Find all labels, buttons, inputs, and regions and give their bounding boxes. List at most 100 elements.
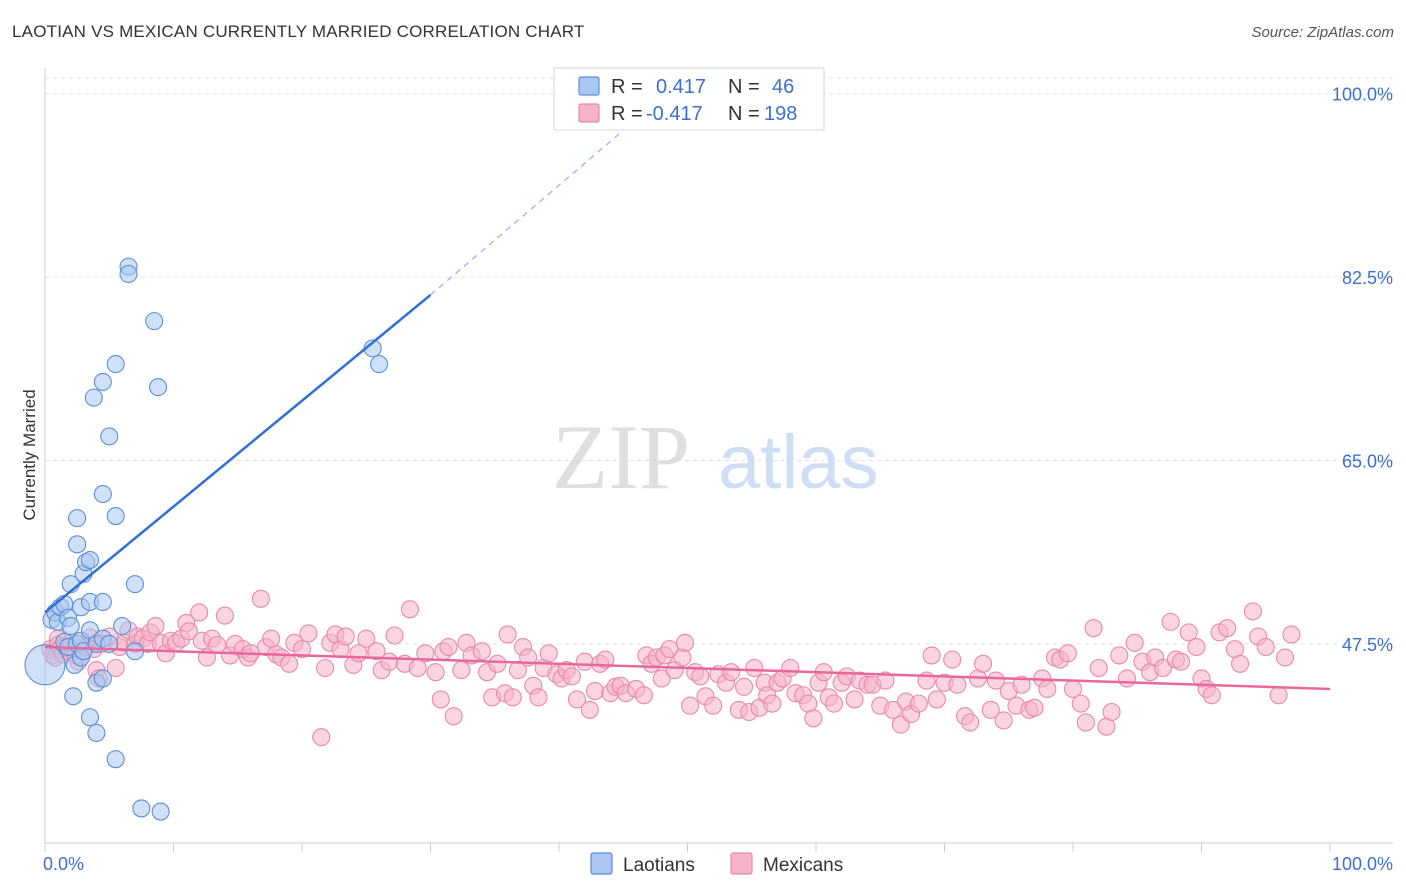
laotians-point bbox=[93, 669, 112, 688]
tick-labels: 47.5% 65.0% 82.5% 100.0% 0.0% 100.0% bbox=[43, 85, 1393, 874]
mexicans-point bbox=[1161, 612, 1180, 631]
mexicans-point bbox=[927, 690, 946, 709]
legend-r-value-pink: -0.417 bbox=[646, 103, 703, 125]
mexicans-point bbox=[681, 696, 700, 715]
mexicans-point bbox=[981, 700, 1000, 719]
mexicans-point bbox=[596, 650, 615, 669]
mexicans-point bbox=[262, 629, 281, 648]
mexicans-point bbox=[1038, 679, 1057, 699]
mexicans-point bbox=[994, 711, 1013, 730]
mexicans-point bbox=[146, 617, 165, 636]
laotians-point bbox=[132, 799, 151, 818]
mexicans-point bbox=[909, 694, 928, 713]
mexicans-point bbox=[503, 688, 522, 707]
legend-r-value-blue: 0.417 bbox=[656, 76, 706, 98]
laotians-point bbox=[61, 617, 80, 636]
mexicans-point bbox=[824, 694, 844, 713]
laotians-point bbox=[125, 575, 144, 594]
mexicans-point bbox=[1269, 686, 1288, 705]
mexicans-point bbox=[367, 642, 386, 661]
mexicans-point bbox=[1058, 644, 1077, 663]
mexicans-point bbox=[1117, 669, 1137, 688]
laotians-trend-line bbox=[44, 293, 432, 614]
bottom-legend: Laotians Mexicans bbox=[590, 852, 843, 876]
mexicans-point bbox=[215, 606, 234, 625]
mexicans-point bbox=[1153, 658, 1172, 678]
mexicans-point bbox=[357, 629, 376, 648]
mexicans-point bbox=[380, 652, 399, 671]
legend-n-label-blue: N = bbox=[728, 76, 760, 98]
mexicans-point bbox=[1282, 625, 1301, 644]
laotians-point bbox=[80, 708, 100, 727]
laotians-point bbox=[145, 312, 164, 331]
bottom-legend-swatch-mexicans bbox=[730, 852, 753, 875]
trend-lines bbox=[44, 129, 1331, 691]
legend-r-label-blue: R = bbox=[611, 76, 643, 98]
mexicans-point bbox=[1187, 637, 1206, 657]
legend-swatch-blue bbox=[578, 76, 600, 96]
chart-source: Source: ZipAtlas.com bbox=[1251, 24, 1394, 41]
laotians-point bbox=[370, 355, 389, 374]
mexicans-point bbox=[336, 627, 355, 646]
mexicans-point bbox=[562, 667, 581, 686]
mexicans-point bbox=[190, 603, 209, 622]
mexicans-point bbox=[781, 658, 800, 678]
mexicans-point bbox=[472, 642, 491, 661]
legend-swatch-pink bbox=[578, 103, 600, 123]
y-axis-label: Currently Married bbox=[20, 389, 39, 520]
mexicans-point bbox=[948, 675, 967, 694]
mexicans-point bbox=[416, 644, 435, 663]
laotians-point bbox=[106, 750, 125, 769]
watermark: ZIP atlas bbox=[552, 406, 879, 508]
mexicans-point bbox=[1275, 648, 1295, 667]
mexicans-point bbox=[845, 690, 864, 709]
y-tick-label-0: 47.5% bbox=[1342, 635, 1393, 655]
mexicans-point bbox=[673, 648, 692, 667]
mexicans-point bbox=[745, 658, 764, 678]
laotians-point bbox=[149, 378, 168, 397]
mexicans-point bbox=[660, 640, 679, 659]
mexicans-point bbox=[251, 589, 270, 608]
mexicans-point bbox=[1076, 713, 1095, 732]
mexicans-point bbox=[1125, 633, 1144, 652]
mexicans-point bbox=[1256, 637, 1275, 657]
mexicans-point bbox=[804, 709, 823, 728]
bottom-legend-swatch-laotians bbox=[590, 852, 613, 875]
mexicans-point bbox=[280, 654, 299, 673]
laotians-point bbox=[113, 617, 132, 636]
watermark-zip: ZIP bbox=[552, 406, 690, 508]
mexicans-point bbox=[444, 707, 463, 726]
mexicans-point bbox=[763, 694, 782, 713]
mexicans-trend-line bbox=[44, 645, 1331, 691]
mexicans-point bbox=[575, 652, 594, 671]
laotians-point bbox=[84, 388, 103, 407]
mexicans-point bbox=[312, 728, 331, 747]
y-tick-label-3: 100.0% bbox=[1332, 85, 1393, 105]
mexicans-point bbox=[498, 625, 517, 644]
laotians-point bbox=[87, 723, 106, 743]
x-tick-label-1: 100.0% bbox=[1332, 854, 1393, 874]
legend-n-value-blue: 46 bbox=[772, 76, 794, 98]
mexicans-point bbox=[452, 661, 471, 680]
laotians-point bbox=[106, 355, 125, 374]
mexicans-point bbox=[652, 669, 671, 688]
laotians-point bbox=[68, 509, 87, 528]
legend-n-label-pink: N = bbox=[728, 103, 760, 125]
mexicans-point bbox=[1084, 619, 1103, 638]
mexicans-point bbox=[876, 671, 895, 690]
mexicans-point bbox=[1179, 623, 1198, 642]
mexicans-point bbox=[634, 686, 653, 705]
laotians-point bbox=[100, 427, 119, 446]
bottom-legend-mexicans: Mexicans bbox=[763, 855, 843, 876]
laotians-point bbox=[68, 535, 87, 554]
mexicans-point bbox=[385, 626, 404, 645]
chart-title: LAOTIAN VS MEXICAN CURRENTLY MARRIED COR… bbox=[12, 22, 585, 41]
mexicans-point bbox=[567, 690, 587, 709]
mexicans-point bbox=[1102, 702, 1121, 722]
mexicans-point bbox=[1012, 675, 1031, 694]
grid-layer bbox=[45, 77, 1393, 645]
mexicans-point bbox=[704, 696, 723, 715]
mexicans-point bbox=[316, 658, 335, 678]
legend-r-label-pink: R = bbox=[611, 103, 643, 125]
